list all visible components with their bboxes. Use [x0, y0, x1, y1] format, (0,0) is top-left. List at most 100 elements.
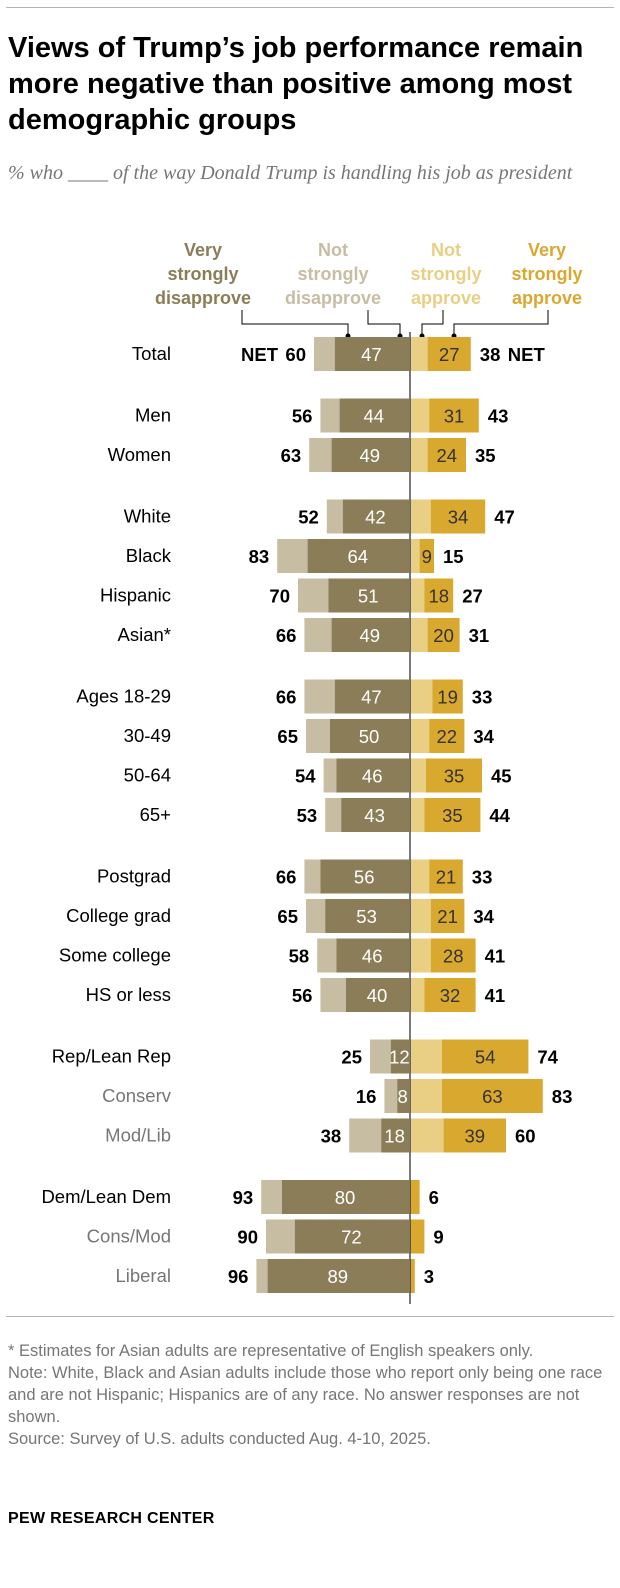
bar-very-strongly-disapprove [330, 719, 409, 753]
value-very-strongly-approve: 21 [437, 906, 458, 927]
bar-not-strongly-disapprove [325, 798, 342, 832]
value-net-disapprove: 16 [356, 1086, 377, 1107]
value-very-strongly-disapprove: 46 [362, 946, 383, 967]
value-net-disapprove: 66 [276, 867, 297, 888]
bar-not-strongly-approve [410, 899, 431, 933]
bar-very-strongly-disapprove [381, 1118, 409, 1153]
legend-label-very-strongly-disapprove: strongly [167, 264, 238, 284]
legend-label-not-strongly-disapprove: strongly [297, 264, 368, 284]
bar-very-strongly-disapprove [336, 758, 409, 793]
category-label-hispanic: Hispanic [100, 585, 171, 606]
value-very-strongly-disapprove: 56 [354, 867, 375, 888]
bar-very-strongly-disapprove [294, 1219, 409, 1254]
value-net-approve: 74 [537, 1047, 558, 1068]
bar-not-strongly-approve [410, 938, 431, 973]
category-label-cons-mod: Cons/Mod [87, 1226, 171, 1247]
chart-subtitle: % who ____ of the way Donald Trump is ha… [8, 162, 573, 184]
bar-not-strongly-approve [410, 499, 431, 534]
bar-very-strongly-disapprove [390, 1039, 409, 1074]
value-very-strongly-disapprove: 49 [360, 625, 381, 646]
legend-label-very-strongly-disapprove: Very [184, 240, 222, 260]
bar-not-strongly-approve [410, 719, 430, 753]
value-net-approve: 35 [475, 445, 496, 466]
value-very-strongly-approve: 18 [429, 586, 450, 607]
value-very-strongly-disapprove: 42 [365, 507, 386, 528]
bar-not-strongly-approve [410, 438, 428, 472]
value-very-strongly-disapprove: 44 [364, 406, 385, 427]
category-label-ages-18-29: Ages 18-29 [76, 686, 171, 707]
value-very-strongly-approve: 31 [444, 406, 465, 427]
value-net-disapprove: 53 [297, 805, 318, 826]
bar-not-strongly-approve [410, 978, 425, 1012]
footer-rule [6, 1316, 614, 1317]
bar-not-strongly-approve [410, 398, 430, 433]
category-label-postgrad: Postgrad [97, 866, 171, 887]
bar-not-strongly-disapprove [323, 758, 337, 793]
category-label-conserv: Conserv [102, 1085, 172, 1106]
legend-label-not-strongly-approve: approve [411, 288, 481, 308]
value-net-approve: 6 [429, 1187, 439, 1208]
bar-very-strongly-approve [443, 1118, 506, 1153]
value-very-strongly-approve: 28 [443, 946, 464, 967]
chart-title: Views of Trump’s job performance remain … [8, 32, 584, 136]
value-net-approve: 33 [472, 687, 493, 708]
value-net-approve: 41 [485, 985, 506, 1006]
bar-very-strongly-approve [429, 719, 465, 753]
bar-very-strongly-disapprove [307, 539, 409, 573]
value-net-disapprove: 54 [295, 766, 316, 787]
value-net-disapprove: 58 [289, 946, 310, 967]
value-net-approve: 33 [472, 867, 493, 888]
value-very-strongly-approve: 35 [444, 766, 465, 787]
bar-not-strongly-disapprove [256, 1259, 268, 1293]
value-net-approve: 83 [552, 1086, 573, 1107]
value-very-strongly-disapprove: 53 [356, 906, 377, 927]
bar-approve-small [410, 1219, 425, 1254]
bar-not-strongly-approve [410, 618, 428, 652]
category-label-hs-or-less: HS or less [86, 984, 171, 1005]
bar-not-strongly-disapprove [306, 899, 326, 933]
value-net-approve: 44 [489, 805, 510, 826]
value-very-strongly-disapprove: 89 [328, 1266, 349, 1287]
value-net-disapprove: 60 [285, 344, 306, 365]
bar-not-strongly-approve [410, 1079, 442, 1113]
bar-very-strongly-approve [442, 1079, 543, 1113]
chart-notes: * Estimates for Asian adults are represe… [8, 1340, 608, 1450]
bar-not-strongly-disapprove [261, 1180, 282, 1214]
legend-label-not-strongly-disapprove: Not [318, 240, 348, 260]
value-very-strongly-disapprove: 47 [361, 344, 382, 365]
category-label-rep-lean-rep: Rep/Lean Rep [52, 1046, 171, 1067]
bar-very-strongly-disapprove [346, 978, 409, 1012]
value-net-approve: 45 [491, 766, 512, 787]
bar-not-strongly-disapprove [384, 1079, 398, 1113]
value-very-strongly-approve: 34 [448, 507, 469, 528]
value-net-approve: 38 [480, 344, 501, 365]
value-net-approve: 9 [433, 1227, 443, 1248]
value-net-approve: 43 [488, 406, 509, 427]
bar-very-strongly-approve [427, 438, 466, 472]
category-label-women: Women [108, 444, 171, 465]
legend-connector-very-approve [453, 310, 549, 336]
value-net-approve: 34 [473, 726, 494, 747]
bar-not-strongly-approve [410, 1118, 444, 1153]
value-net-approve: 3 [424, 1266, 434, 1287]
top-rule [6, 7, 614, 8]
bar-very-strongly-disapprove [282, 1180, 409, 1214]
value-very-strongly-approve: 63 [482, 1086, 503, 1107]
bar-not-strongly-approve [410, 758, 426, 793]
legend-connector-not-disapprove [367, 310, 401, 336]
bar-very-strongly-approve [432, 679, 463, 714]
bar-not-strongly-approve [410, 679, 433, 714]
bar-not-strongly-disapprove [298, 578, 329, 613]
value-net-disapprove: 56 [292, 406, 313, 427]
source-note: Source: Survey of U.S. adults conducted … [8, 1430, 431, 1448]
bar-not-strongly-disapprove [326, 499, 343, 534]
category-label-asian: Asian* [118, 624, 171, 645]
value-net-disapprove: 90 [237, 1227, 258, 1248]
value-very-strongly-disapprove: 40 [367, 985, 388, 1006]
bar-very-strongly-approve [424, 578, 454, 613]
category-label-total: Total [132, 343, 171, 364]
bar-very-strongly-approve [424, 798, 481, 832]
value-net-disapprove: 65 [277, 906, 298, 927]
value-very-strongly-approve: 35 [442, 805, 463, 826]
category-label-white: White [124, 506, 171, 527]
